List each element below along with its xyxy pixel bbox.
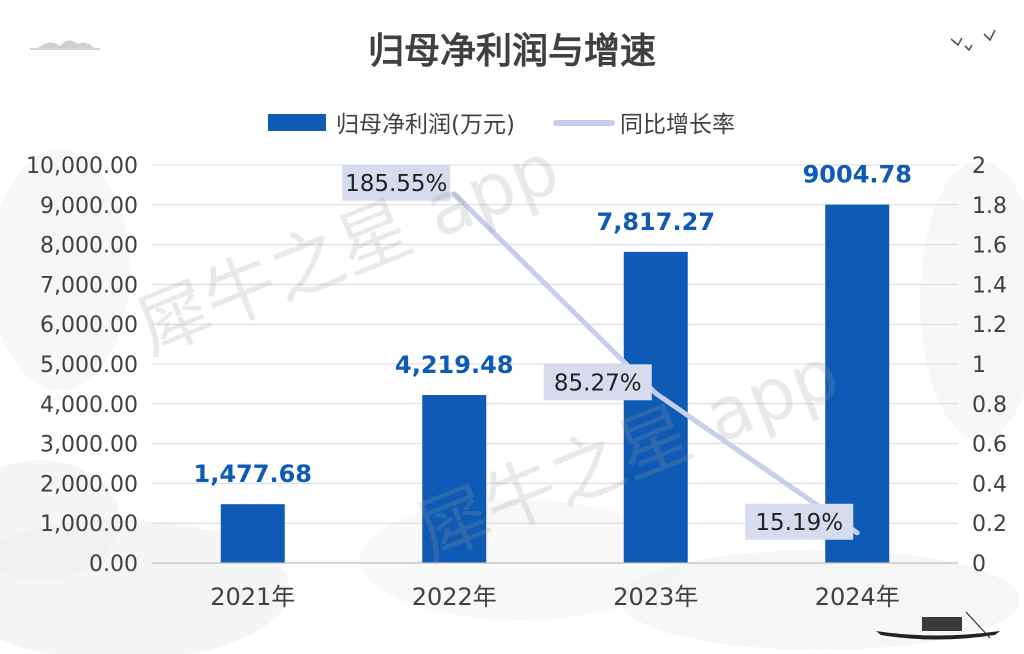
growth-line xyxy=(451,191,860,536)
bar xyxy=(825,204,890,564)
x-tick-label: 2022年 xyxy=(412,583,497,611)
right-tick-label: 1.4 xyxy=(972,273,1007,298)
left-tick-label: 5,000.00 xyxy=(40,353,138,378)
left-tick-label: 4,000.00 xyxy=(40,393,138,418)
x-axis: 2021年 2022年 2023年 2024年 xyxy=(152,562,958,611)
left-tick-label: 8,000.00 xyxy=(40,234,138,259)
legend-bar-label: 归母净利润(万元) xyxy=(336,112,515,138)
bar-series xyxy=(220,204,890,564)
bar-value-label: 9004.78 xyxy=(803,161,912,189)
left-tick-label: 0.00 xyxy=(89,552,138,577)
line-value-box xyxy=(342,164,451,201)
x-tick-label: 2021年 xyxy=(210,583,295,611)
left-tick-label: 9,000.00 xyxy=(40,194,138,219)
x-tick-label: 2024年 xyxy=(815,583,900,611)
x-tick-label: 2023年 xyxy=(613,583,698,611)
chart-title: 归母净利润与增速 xyxy=(368,31,656,72)
right-tick-label: 1.6 xyxy=(972,234,1007,259)
gridlines xyxy=(152,164,958,524)
legend: 归母净利润(万元) 同比增长率 xyxy=(268,112,735,138)
right-tick-label: 0.2 xyxy=(972,512,1007,537)
left-tick-label: 1,000.00 xyxy=(40,512,138,537)
line-value-label: 15.19% xyxy=(755,510,843,536)
bar-value-label: 1,477.68 xyxy=(194,460,312,488)
legend-line-label: 同比增长率 xyxy=(620,112,735,138)
watermark-text: 犀牛之星 app xyxy=(125,126,570,371)
left-tick-label: 10,000.00 xyxy=(26,154,138,179)
right-axis: 0 0.2 0.4 0.6 0.8 1 1.2 1.4 1.6 1.8 2 xyxy=(972,154,1007,577)
left-tick-label: 6,000.00 xyxy=(40,313,138,338)
bar xyxy=(422,395,487,563)
left-tick-label: 2,000.00 xyxy=(40,472,138,497)
line-value-label: 185.55% xyxy=(345,171,447,197)
left-axis: 0.00 1,000.00 2,000.00 3,000.00 4,000.00 5,00… xyxy=(26,154,138,577)
birds-icon xyxy=(950,29,996,52)
boat-icon xyxy=(876,611,1000,640)
legend-bar-swatch xyxy=(268,114,326,131)
bar xyxy=(220,504,285,563)
right-tick-label: 0.4 xyxy=(972,472,1007,497)
growth-line-series xyxy=(451,191,860,536)
right-tick-label: 1.2 xyxy=(972,313,1007,338)
left-tick-label: 7,000.00 xyxy=(40,273,138,298)
line-value-label: 85.27% xyxy=(554,370,642,396)
right-tick-label: 1 xyxy=(972,353,986,378)
right-tick-label: 2 xyxy=(972,154,986,179)
data-labels: 1,477.68 4,219.48 7,817.27 9004.78 185.55% 85… xyxy=(194,161,912,540)
line-value-box xyxy=(543,364,652,401)
bar-value-label: 7,817.27 xyxy=(597,208,715,236)
bar-value-label: 4,219.48 xyxy=(395,351,513,379)
right-tick-label: 0.6 xyxy=(972,433,1007,458)
line-value-box xyxy=(745,503,854,540)
left-tick-label: 3,000.00 xyxy=(40,433,138,458)
mountain-icon xyxy=(30,40,100,50)
right-tick-label: 0.8 xyxy=(972,393,1007,418)
right-tick-label: 1.8 xyxy=(972,194,1007,219)
right-tick-label: 0 xyxy=(972,552,986,577)
